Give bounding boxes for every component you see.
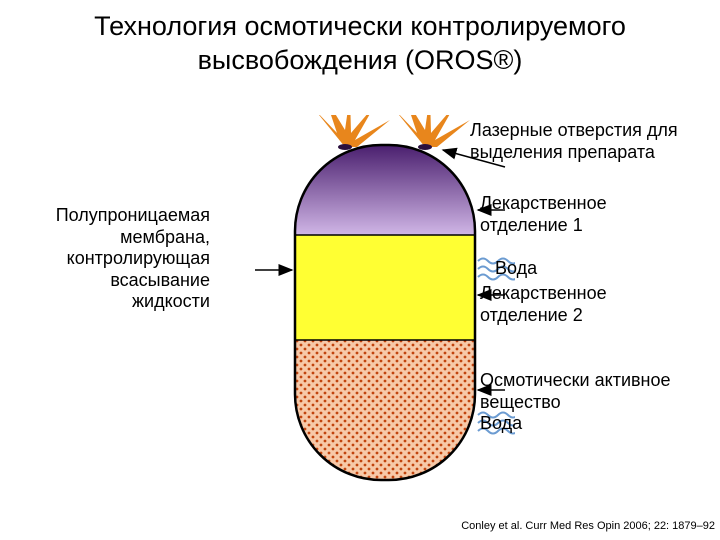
label-water2: Вода — [480, 413, 522, 435]
label-water2-text: Вода — [480, 413, 522, 433]
label-drug1-text: Лекарственноеотделение 1 — [480, 193, 607, 235]
compartment-osmotic — [295, 340, 475, 485]
label-membrane-text: Полупроницаемаямембрана,контролирующаявс… — [56, 205, 210, 311]
capsule-diagram — [255, 115, 435, 485]
hole-left — [338, 144, 352, 150]
label-osmotic: Осмотически активноевещество — [480, 370, 710, 413]
laser-burst-left — [315, 115, 390, 147]
page-title: Технология осмотически контролируемого в… — [0, 10, 720, 78]
label-osmotic-text: Осмотически активноевещество — [480, 370, 671, 412]
title-line1: Технология осмотически контролируемого — [94, 11, 626, 41]
label-drug2: Лекарственноеотделение 2 — [480, 283, 700, 326]
capsule-svg — [255, 115, 515, 515]
label-drug1: Лекарственноеотделение 1 — [480, 193, 700, 236]
compartment-drug1 — [295, 145, 475, 235]
label-membrane: Полупроницаемаямембрана,контролирующаявс… — [15, 205, 210, 313]
citation-text: Conley et al. Curr Med Res Opin 2006; 22… — [461, 520, 715, 532]
label-laser-holes-text: Лазерные отверстия длявыделения препарат… — [470, 120, 678, 162]
title-line2: высвобождения (OROS®) — [198, 45, 523, 75]
hole-right — [418, 144, 432, 150]
laser-burst-right — [395, 115, 470, 147]
label-drug2-text: Лекарственноеотделение 2 — [480, 283, 607, 325]
compartment-drug2 — [295, 235, 475, 340]
label-water1-text: Вода — [495, 258, 537, 278]
label-laser-holes: Лазерные отверстия длявыделения препарат… — [470, 120, 710, 163]
label-water1: Вода — [495, 258, 537, 280]
